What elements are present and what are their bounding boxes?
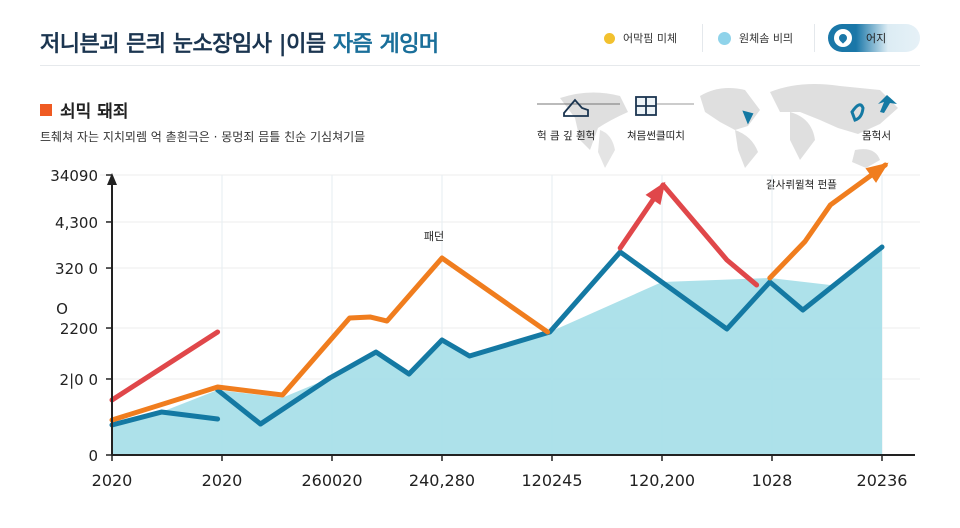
map-pin-icon	[850, 103, 865, 122]
map-label: 헉 큼 깊 휜헉	[537, 130, 596, 142]
location-toggle-button[interactable]: 어지	[828, 24, 920, 52]
series-0-line	[215, 244, 885, 427]
map-pin-icon	[742, 110, 754, 125]
y-axis-arrow-icon	[107, 173, 117, 185]
area-fill	[112, 247, 882, 455]
y-tick-label: 320 0	[55, 260, 98, 278]
toggle-label: 어지	[866, 32, 887, 45]
peak-annotation: 패던	[424, 230, 444, 243]
section-title: 쇠믹 돼죄	[40, 97, 128, 122]
divider	[702, 24, 703, 52]
location-pin-icon	[834, 29, 852, 47]
arrow-up-icon	[878, 95, 897, 113]
y-tick-label: 4,300	[55, 214, 98, 232]
map-label: 쳐믐썬클띠치	[627, 130, 685, 142]
x-tick-label: 120245	[521, 471, 582, 490]
grid-icon	[635, 96, 657, 116]
x-tick-label: 20236	[857, 471, 908, 490]
y-tick-label: 34090	[50, 167, 98, 185]
map-annotation: 갈사뤼뮐쳑 펀플	[766, 179, 837, 191]
blue-dot-icon	[718, 31, 731, 45]
page-title: 저니븐괴 믄킈 눈소장임사 |이믐 자즘 게잉머	[40, 26, 439, 58]
y-tick-label: 2200	[60, 320, 98, 338]
y-tick-label: 0	[88, 447, 98, 465]
x-tick-label: 1028	[752, 471, 793, 490]
legend-label: 원체솜 비믜	[739, 32, 794, 45]
y-axis-extra-label: O	[56, 300, 68, 318]
series-0-line	[109, 409, 221, 428]
x-tick-label: 2020	[92, 471, 133, 490]
building-icon	[563, 98, 589, 117]
legend-label: 어막핌 미체	[623, 32, 678, 45]
divider	[814, 24, 815, 52]
section-subtitle: 트췌쳐 자는 지치뫼렘 억 촏흰극은 · 몽멍죄 믐틀 친순 기심쳐기믈	[40, 130, 366, 144]
arrowhead-icon	[645, 181, 666, 205]
orange-square-icon	[40, 103, 52, 116]
yellow-dot-icon	[604, 32, 615, 44]
section-title-text: 쇠믹 돼죄	[60, 102, 129, 122]
x-tick-label: 260020	[301, 471, 362, 490]
x-tick-label: 120,200	[629, 471, 695, 490]
title-accent: 자즘 게잉머	[332, 32, 439, 57]
series-2-line	[109, 329, 221, 403]
legend-item-2[interactable]: 원체솜 비믜	[718, 24, 793, 52]
x-tick-label: 240,280	[409, 471, 475, 490]
map-label: 몸헉서	[862, 130, 891, 142]
header-divider	[40, 65, 920, 66]
y-tick-label: 2|0 0	[60, 371, 98, 389]
series-1-line	[767, 162, 888, 281]
legend-item-1[interactable]: 어막핌 미체	[604, 24, 677, 52]
series-2-line	[660, 182, 760, 288]
arrowhead-icon	[865, 162, 889, 183]
title-main: 저니븐괴 믄킈 눈소장임사 |이믐	[40, 32, 326, 57]
x-tick-label: 2020	[202, 471, 243, 490]
series-1-line	[109, 255, 551, 423]
